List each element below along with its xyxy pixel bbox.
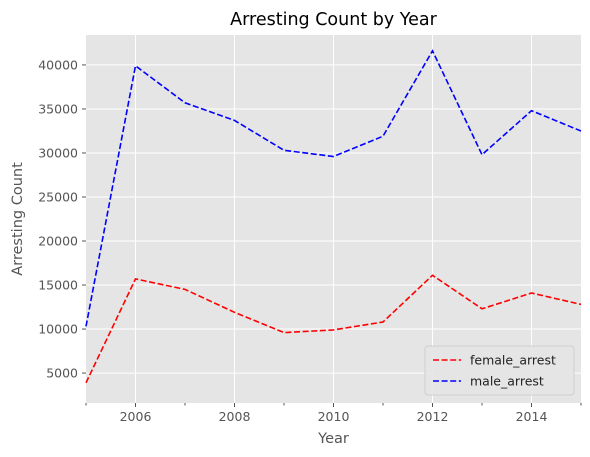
grid-lines: [86, 35, 581, 403]
y-tick-label: 40000: [38, 57, 78, 72]
x-tick-label: 2012: [417, 409, 449, 424]
axis-ticks: 2006 2008 2010 2012 2014 5000 10000 15000 20000 2…: [38, 57, 582, 424]
y-tick-label: 15000: [38, 278, 78, 293]
x-tick-label: 2010: [318, 409, 350, 424]
y-tick-label: 5000: [46, 366, 78, 381]
legend-label-male-arrest: male_arrest: [470, 374, 544, 389]
legend-box: [424, 345, 575, 396]
series-line-female-arrest: [85, 274, 582, 384]
legend: female_arrest male_arrest: [424, 345, 575, 396]
x-tick-label: 2006: [120, 409, 152, 424]
y-tick-label: 20000: [38, 234, 78, 249]
series-lines: [85, 49, 582, 384]
x-tick-label: 2014: [516, 409, 548, 424]
y-tick-label: 10000: [38, 322, 78, 337]
x-axis-label: Year: [317, 431, 349, 447]
chart-title: Arresting Count by Year: [230, 10, 437, 30]
y-axis-label: Arresting Count: [10, 162, 26, 276]
series-line-male-arrest: [85, 49, 582, 327]
y-tick-label: 25000: [38, 189, 78, 204]
x-tick-label: 2008: [219, 409, 251, 424]
legend-label-female-arrest: female_arrest: [470, 353, 556, 368]
y-tick-label: 30000: [38, 145, 78, 160]
y-tick-label: 35000: [38, 101, 78, 116]
